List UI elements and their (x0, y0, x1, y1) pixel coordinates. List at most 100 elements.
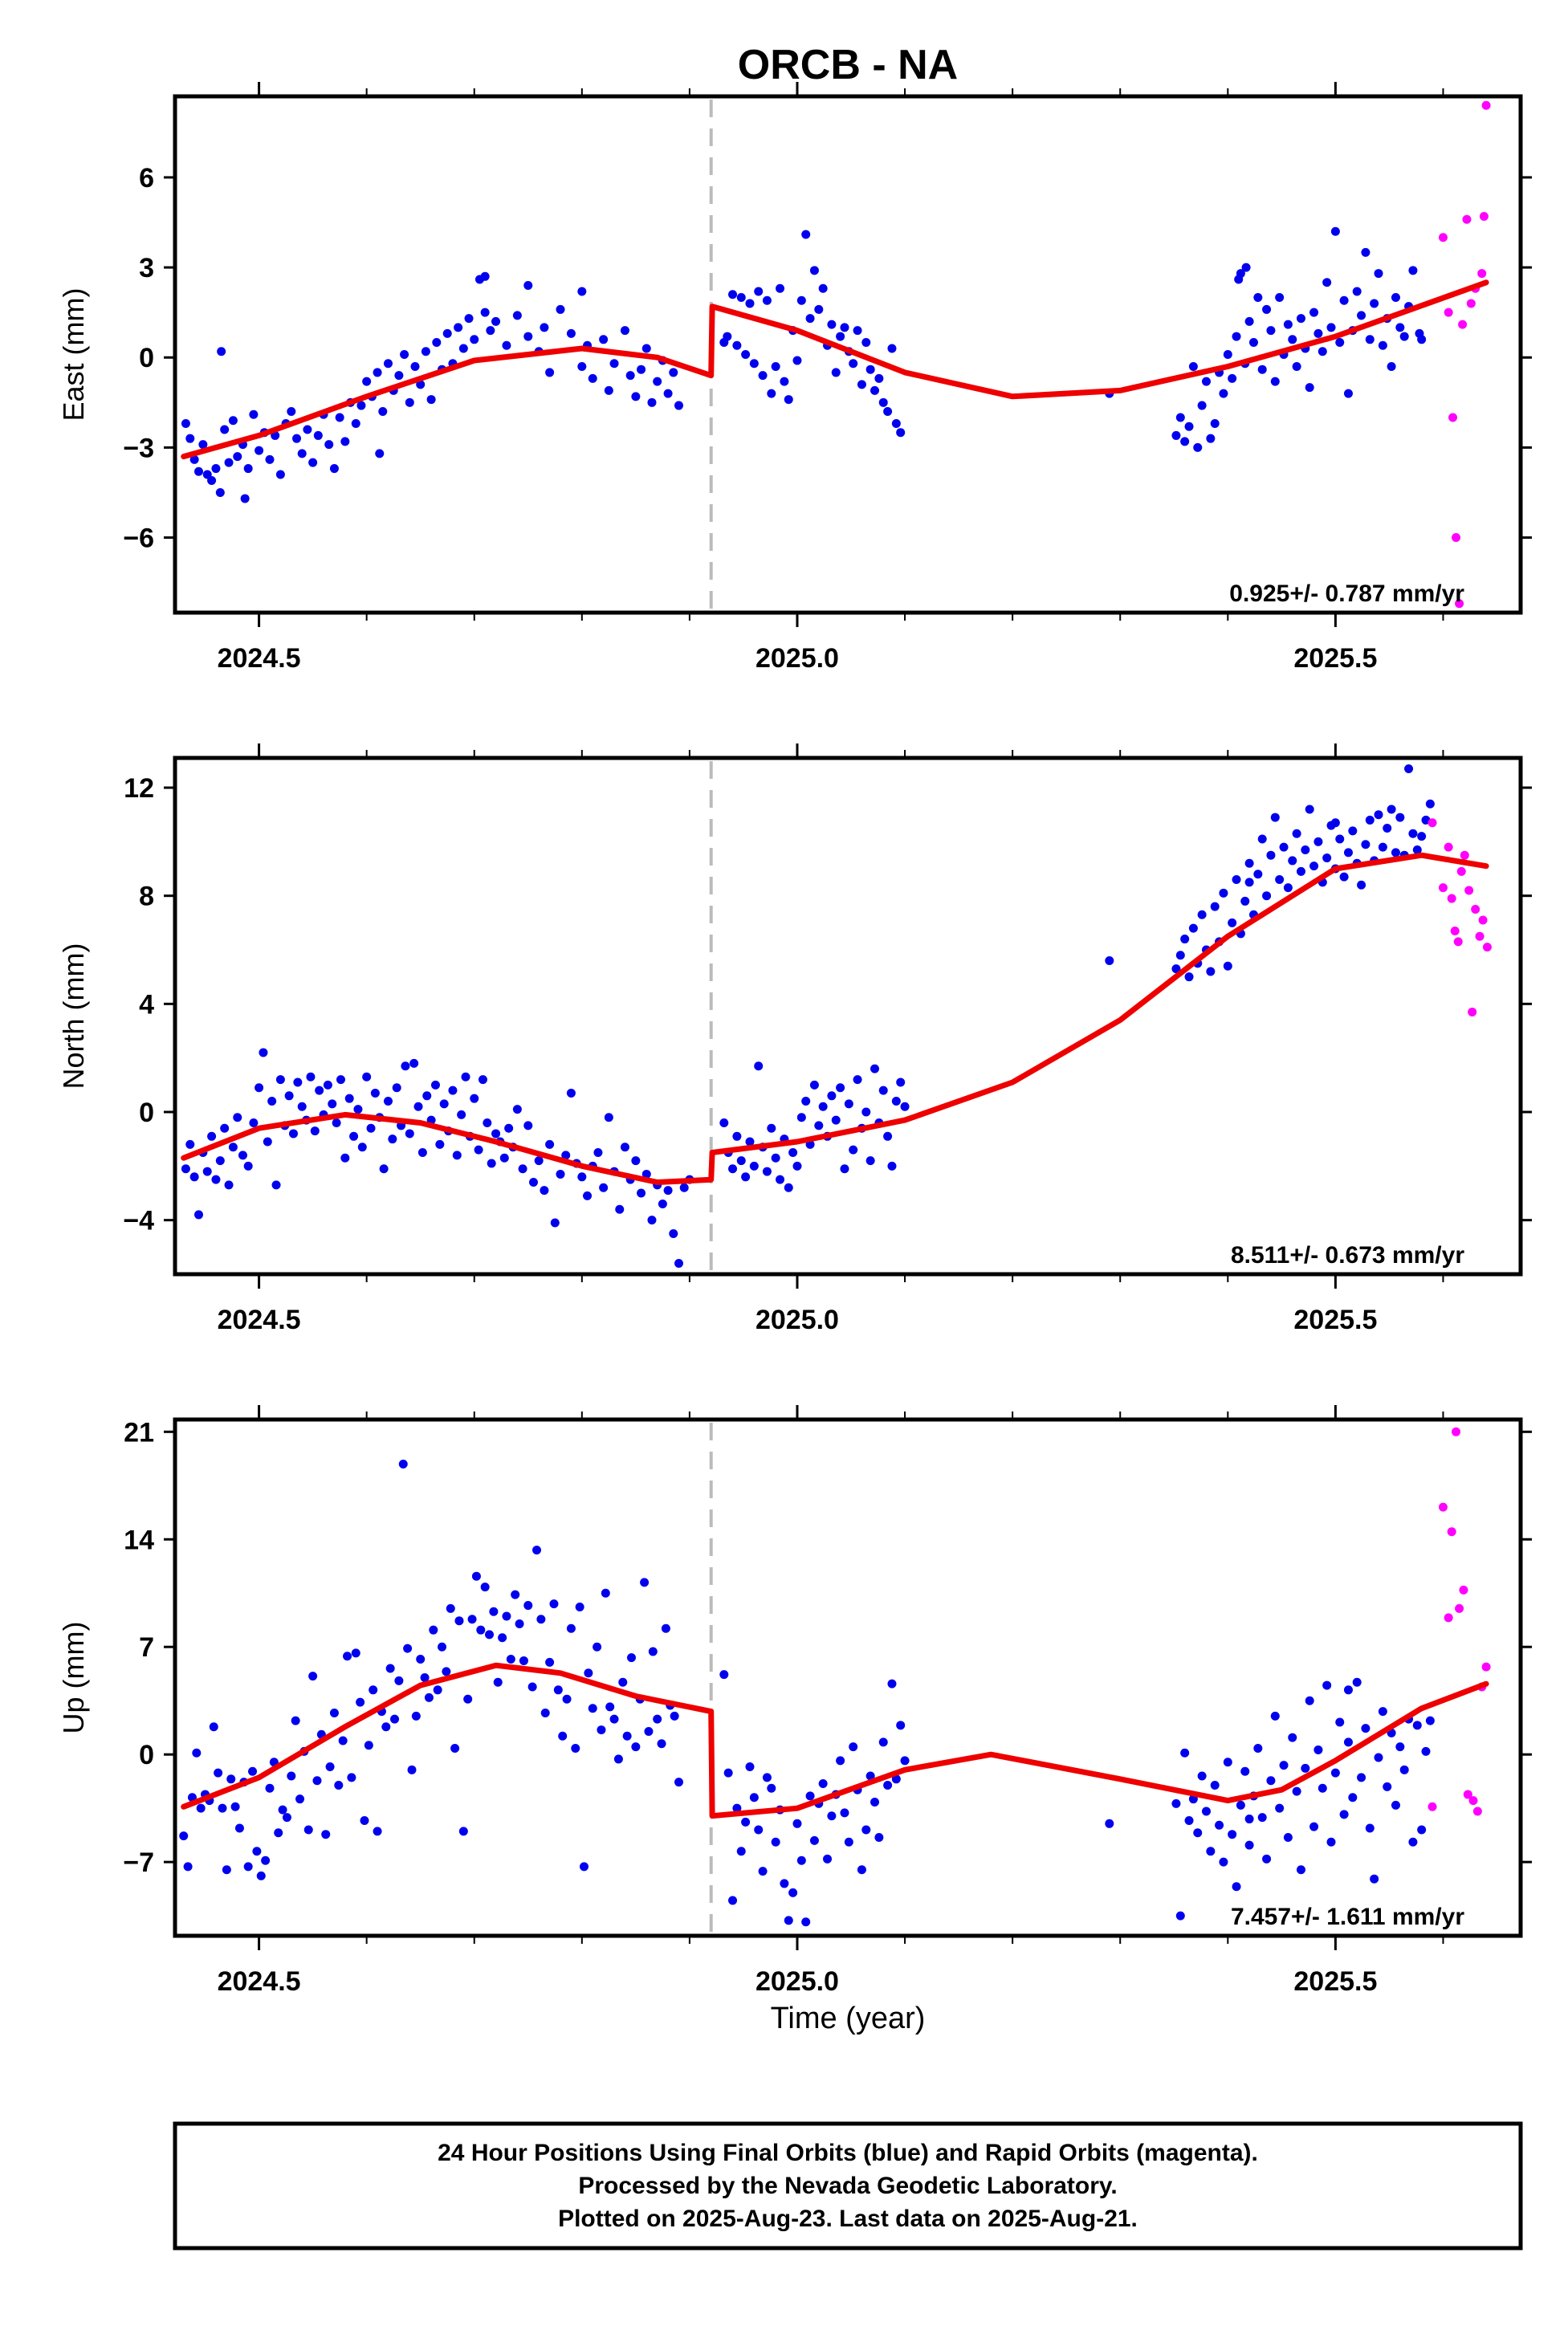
east-final-point (1228, 373, 1237, 383)
north-final-point (181, 1164, 190, 1174)
x-axis-label: Time (year) (771, 2002, 926, 2035)
east-final-point (801, 230, 811, 239)
up-final-point (900, 1756, 910, 1766)
east-final-point (1322, 278, 1332, 287)
east-final-point (356, 401, 366, 410)
east-final-point (1253, 292, 1263, 302)
north-final-point (353, 1105, 363, 1114)
north-final-point (1412, 845, 1422, 854)
north-final-point (238, 1151, 247, 1160)
up-final-point (179, 1831, 189, 1841)
east-final-point (896, 428, 906, 438)
east-final-point (1275, 292, 1285, 302)
east-final-point (523, 332, 533, 341)
north-final-point (1348, 826, 1358, 836)
east-final-point (480, 308, 490, 317)
up-final-point (1228, 1830, 1237, 1839)
east-final-point (480, 271, 490, 281)
north-final-point (512, 1105, 522, 1114)
north-final-point (1188, 923, 1198, 933)
north-final-point (561, 1151, 571, 1160)
east-final-point (674, 401, 683, 410)
up-final-point (1210, 1780, 1220, 1790)
north-final-point (540, 1186, 549, 1196)
east-final-point (732, 340, 742, 350)
east-final-point (758, 371, 768, 381)
north-rapid-point (1447, 894, 1456, 903)
up-final-point (1180, 1748, 1190, 1758)
up-final-point (780, 1879, 789, 1888)
east-final-point (335, 413, 344, 422)
north-final-point (366, 1123, 376, 1133)
up-final-point (502, 1611, 511, 1621)
north-final-point (323, 1080, 332, 1090)
up-rapid-point (1459, 1585, 1468, 1595)
east-final-point (233, 452, 242, 462)
north-final-point (637, 1188, 646, 1198)
east-rapid-point (1444, 308, 1453, 317)
north-final-point (836, 1083, 845, 1093)
north-final-point (293, 1077, 303, 1087)
up-final-point (545, 1657, 555, 1667)
up-final-point (593, 1642, 602, 1652)
north-final-point (1335, 834, 1345, 844)
east-final-point (249, 409, 259, 419)
north-final-point (784, 1183, 793, 1192)
east-final-point (211, 464, 221, 474)
north-final-point (224, 1180, 234, 1190)
north-final-point (732, 1131, 742, 1141)
up-rapid-point (1438, 1502, 1448, 1512)
up-final-point (489, 1607, 499, 1616)
north-final-point (439, 1099, 449, 1109)
east-final-point (1266, 326, 1276, 336)
up-final-point (230, 1802, 240, 1811)
north-final-point (1417, 832, 1427, 841)
north-final-point (604, 1113, 613, 1122)
east-final-point (836, 332, 845, 341)
up-final-point (1399, 1765, 1409, 1774)
up-final-point (1219, 1857, 1228, 1867)
east-y-tick-label: 6 (139, 163, 154, 193)
up-final-point (1206, 1847, 1216, 1856)
east-final-point (776, 283, 785, 293)
up-frame (173, 1417, 1523, 1938)
east-final-point (470, 335, 479, 344)
east-final-point (653, 377, 662, 386)
east-rapid-point (1455, 599, 1464, 609)
east-final-point (754, 287, 764, 296)
east-final-point (736, 292, 746, 302)
up-final-point (343, 1652, 352, 1661)
up-rapid-point (1481, 1662, 1491, 1672)
north-final-point (663, 1186, 673, 1196)
north-final-point (499, 1153, 509, 1163)
up-final-point (1197, 1771, 1207, 1781)
north-final-point (189, 1172, 199, 1182)
east-y-tick-label: 0 (139, 343, 154, 373)
east-final-point (1313, 328, 1323, 338)
east-final-point (874, 373, 884, 383)
east-final-point (416, 380, 426, 389)
east-frame (173, 94, 1523, 615)
east-final-point (454, 323, 463, 332)
up-final-point (282, 1813, 291, 1823)
up-y-tick-label: 14 (124, 1525, 154, 1555)
east-final-point (1417, 335, 1427, 344)
up-final-point (256, 1871, 266, 1880)
east-final-point (432, 338, 442, 348)
up-final-point (287, 1771, 296, 1781)
up-final-point (1374, 1753, 1383, 1762)
up-final-point (887, 1679, 897, 1688)
north-rapid-point (1444, 842, 1453, 852)
east-final-point (1262, 304, 1272, 314)
up-final-point (653, 1714, 662, 1724)
east-final-point (421, 347, 430, 356)
up-final-point (1193, 1828, 1203, 1838)
north-final-point (1197, 910, 1207, 919)
north-rapid-point (1438, 883, 1448, 893)
up-final-point (261, 1855, 271, 1865)
up-final-point (588, 1704, 597, 1713)
up-rapid-point (1447, 1527, 1456, 1537)
east-rapid-point (1438, 233, 1448, 242)
north-final-point (788, 1148, 798, 1158)
